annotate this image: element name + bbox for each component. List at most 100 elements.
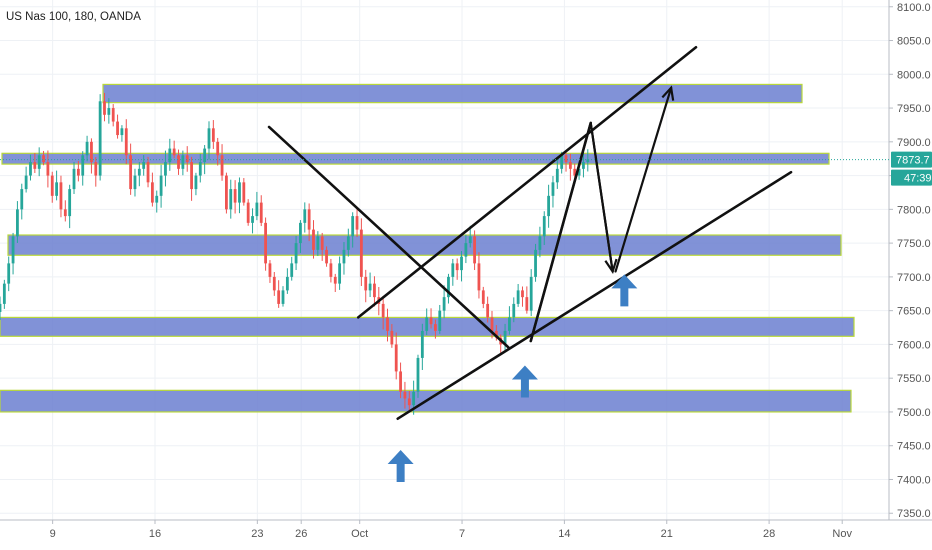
candle [7,256,11,292]
bar-timer-badge [891,169,932,186]
candle [216,137,220,166]
candle [425,308,429,336]
trendline [396,170,793,421]
candle [142,155,146,176]
candle [429,308,433,329]
candle [225,172,228,214]
candle [355,207,359,238]
candle [129,143,133,195]
y-tick-label: 8100.0 [897,2,931,14]
candle [542,211,546,246]
candle [194,172,198,196]
x-tick-label: 14 [558,528,570,540]
candle [447,273,450,304]
candle [434,319,437,339]
candle [137,161,141,187]
candle [33,153,37,174]
candle [233,180,237,214]
candle [568,153,572,181]
candle [285,268,289,294]
candle [198,153,202,183]
candle [416,354,420,398]
candle [582,150,585,178]
candle [55,170,59,201]
candle [351,212,355,248]
candle [111,104,115,127]
candle [281,286,285,307]
candle [11,232,15,275]
candle [403,381,407,409]
candle [390,324,394,348]
forecast-path [529,122,614,342]
candle [207,121,211,160]
candle [242,178,246,206]
y-tick-label: 7750.0 [897,238,931,250]
candle [338,256,342,290]
candle [516,284,520,307]
candle [499,334,503,355]
candle [320,232,324,261]
up-arrow-icon [611,274,638,307]
candle [303,202,307,233]
candle [90,138,93,174]
y-tick-label: 7950.0 [897,103,931,115]
chart-title: US Nas 100, 180, OANDA [6,11,141,23]
y-tick-label: 7550.0 [897,373,931,385]
candle [150,172,154,207]
candle [529,269,533,316]
candle [76,160,80,182]
candle [316,231,320,256]
y-tick-label: 7900.0 [897,137,931,149]
candle [272,272,276,296]
candle [477,252,481,299]
candle [103,92,106,122]
candle [46,150,50,188]
x-tick-label: 16 [149,528,161,540]
candle [251,208,254,234]
candle [342,242,346,275]
sr-zone [7,234,842,256]
candle [190,156,193,201]
forecast-arrow [614,85,675,273]
candle [16,201,19,243]
candle [364,269,368,303]
candle [346,228,350,257]
candle [181,150,185,176]
support-resistance-zones [0,83,855,413]
candle [534,243,537,282]
trendline [267,125,511,350]
candle [294,235,298,270]
candle [37,147,41,177]
candle [238,177,241,214]
candle [116,114,119,139]
candle [185,146,189,172]
candle [85,135,89,162]
candle [133,168,137,197]
candle [312,220,315,259]
candle [333,273,337,293]
candle [551,176,555,208]
y-tick-label: 7700.0 [897,272,931,284]
x-tick-label: 9 [50,528,56,540]
current-price-label: 7873.7 [896,155,930,167]
candle [63,200,67,222]
candle [120,125,124,142]
candle [146,156,150,188]
candle [159,164,163,208]
candle [229,179,233,219]
candle [155,190,159,213]
price-badge: 7873.7 47:39 [891,151,932,186]
candle [177,149,180,175]
candle [29,154,32,181]
candle [521,286,524,307]
candle [168,138,172,171]
candle [442,285,446,319]
candle [255,191,259,221]
candle [268,260,272,283]
candle [420,323,424,370]
y-tick-label: 7600.0 [897,339,931,351]
bar-timer-label: 47:39 [904,173,932,185]
candle [172,140,176,159]
candle [451,258,455,286]
